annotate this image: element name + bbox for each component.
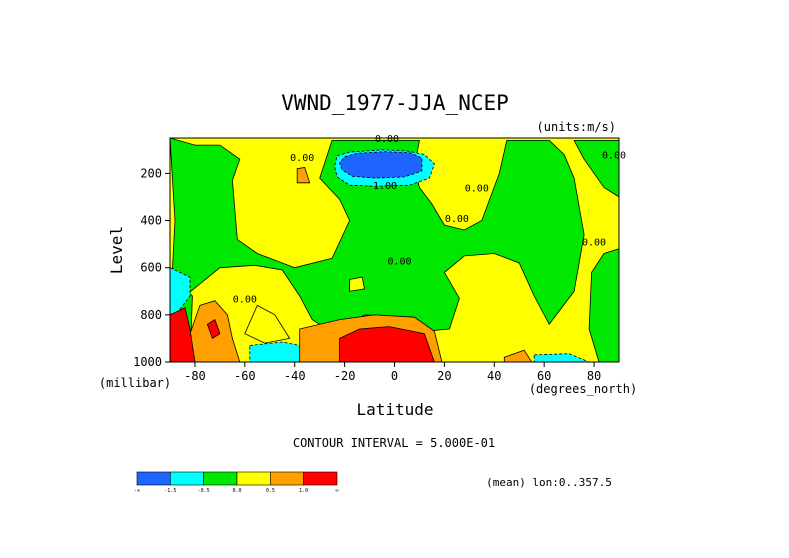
colorbar-label: 0.0 [232,488,241,494]
colorbar-label: ∞ [335,488,338,494]
x-tick-label: 0 [391,369,398,383]
contour-region-0_0.5 [349,276,366,292]
contour-region-neg_inf_neg_1.5 [339,151,423,179]
y-unit-label: (millibar) [99,376,171,390]
contour-region-neg_0.5_0 [573,139,619,198]
contour-label: 0.00 [582,238,606,249]
y-tick-label: 1000 [133,355,162,369]
contour-region-neg_0.5_0 [170,138,585,335]
contour-label: -1.00 [367,181,397,192]
units-note: (units:m/s) [537,120,616,134]
contour-label: 0.00 [290,153,314,164]
x-tick-label: 80 [587,369,601,383]
colorbar-swatch [270,471,304,486]
y-tick-label: 800 [140,308,162,322]
x-axis-ticks: -80 -60 -40 -20 0 20 40 60 80 [184,362,601,383]
contour-labels: 0.00 0.00 -1.00 0.00 0.00 0.00 0.00 0.00 0.00 [233,134,626,305]
contour-region-1.0_inf [206,318,221,340]
x-tick-label: 60 [537,369,551,383]
mean-note: (mean) lon:0..357.5 [486,476,612,489]
contour-region-1.0_inf [339,326,435,362]
contour-region-0_0.5 [244,304,291,344]
contour-label: 0.00 [465,184,489,195]
y-axis-title: Level [107,226,126,274]
plot-area: 0.00 0.00 -1.00 0.00 0.00 0.00 0.00 0.00 0.00 [169,134,626,363]
colorbar: -∞ -1.5 -0.5 0.0 0.5 1.0 ∞ [134,471,339,494]
x-tick-label: 20 [437,369,451,383]
colorbar-label: 1.0 [299,488,308,494]
x-tick-label: -60 [234,369,256,383]
contour-region-1.0_inf [170,307,196,362]
contour-region-neg_1.5_neg_0.5 [170,267,191,316]
y-tick-label: 600 [140,261,162,275]
contour-region-0.5_1.0 [296,167,311,184]
colorbar-label: -1.5 [164,488,176,494]
x-tick-label: -20 [334,369,356,383]
chart-title: VWND_1977-JJA_NCEP [281,91,509,115]
colorbar-swatch [203,471,238,486]
colorbar-label: 0.5 [266,488,275,494]
x-tick-label: -40 [284,369,306,383]
contour-label: 0.00 [375,134,399,145]
y-axis-ticks: 200 400 600 800 1000 [133,166,170,369]
x-tick-label: -80 [184,369,206,383]
colorbar-swatch [170,471,204,486]
x-axis-title: Latitude [356,400,433,419]
contour-label: 0.00 [602,151,626,162]
contour-label: 0.00 [387,257,411,268]
y-tick-label: 200 [140,166,162,180]
contour-region-neg_0.5_0 [588,248,619,362]
colorbar-swatch [303,471,338,486]
contour-region-0.5_1.0 [503,349,533,362]
contour-label: 0.00 [233,294,257,305]
contour-label: 0.00 [445,214,469,225]
x-unit-label: (degrees_north) [529,382,637,396]
colorbar-label: -0.5 [198,488,210,494]
colorbar-swatch [236,471,271,486]
y-tick-label: 400 [140,214,162,228]
x-tick-label: 40 [487,369,501,383]
colorbar-label: -∞ [134,488,140,494]
contour-region-neg_1.5_neg_0.5 [533,353,590,362]
contour-interval-text: CONTOUR INTERVAL = 5.000E-01 [293,436,495,450]
colorbar-swatch [136,471,171,486]
contour-regions [170,138,619,362]
